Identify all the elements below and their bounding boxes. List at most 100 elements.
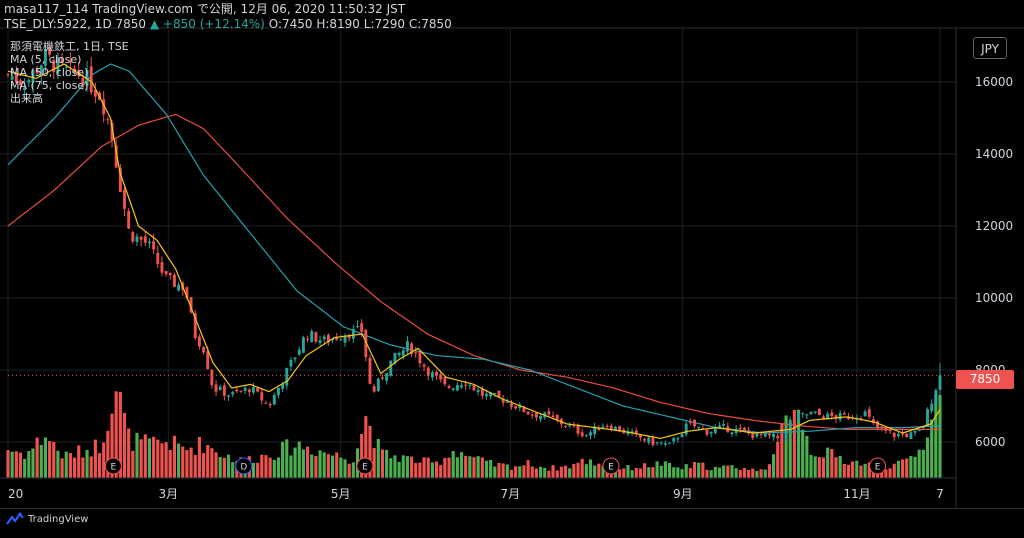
candle-body: [884, 426, 888, 431]
volume-bar: [747, 469, 751, 478]
candle-body: [435, 371, 439, 376]
volume-bar: [622, 468, 626, 478]
candle-body: [39, 65, 43, 76]
price-change: ▲ +850 (+12.14%): [149, 17, 265, 31]
candle-body: [464, 384, 468, 386]
volume-bar: [27, 450, 31, 478]
currency-button[interactable]: JPY: [973, 37, 1007, 59]
volume-bar: [934, 394, 938, 478]
candle-body: [401, 350, 405, 356]
candle-body: [301, 337, 305, 353]
candle-body: [780, 439, 784, 441]
candle-body: [905, 433, 909, 438]
candle-body: [668, 442, 672, 444]
tradingview-brand[interactable]: TradingView: [6, 512, 88, 526]
volume-bar: [938, 394, 942, 478]
candle-body: [763, 432, 767, 437]
volume-bar: [568, 468, 572, 478]
legend-ma75[interactable]: MA (75, close): [10, 79, 89, 92]
volume-bar: [597, 463, 601, 478]
volume-bar: [268, 457, 272, 478]
price-tick-label: 6000: [975, 435, 1006, 449]
volume-bar: [580, 458, 584, 478]
candle-body: [260, 392, 264, 401]
publish-info: masa117_114 TradingView.com で公開, 12月 06,…: [4, 2, 406, 16]
candle-body: [534, 412, 538, 418]
candle-body: [834, 415, 838, 419]
volume-bar: [18, 452, 23, 478]
volume-bar: [193, 454, 197, 478]
candle-body: [356, 325, 359, 327]
volume-bar: [201, 452, 206, 478]
volume-bar: [56, 450, 60, 478]
volume-bar: [563, 465, 568, 478]
candle-body: [31, 69, 35, 83]
volume-bar: [285, 439, 289, 478]
volume-bar: [343, 459, 347, 478]
candle-body: [351, 328, 355, 339]
candle-body: [697, 426, 701, 429]
candle-body: [876, 421, 880, 429]
volume-bar: [813, 456, 817, 478]
candle-body: [497, 390, 501, 397]
volume-bar: [160, 443, 164, 478]
candle-body: [252, 387, 255, 393]
legend-title[interactable]: 那須電機鉄工, 1日, TSE: [10, 40, 129, 53]
candle-body: [135, 236, 139, 242]
candle-body: [268, 404, 272, 406]
candle-body: [52, 60, 56, 72]
candle-body: [256, 387, 260, 392]
volume-bar: [364, 416, 368, 478]
price-axis[interactable]: 6000800010000120001400016000: [955, 28, 1013, 508]
volume-bar: [796, 409, 801, 478]
price-tick-label: 10000: [975, 291, 1013, 305]
candle-body: [826, 413, 830, 419]
candle-body: [372, 386, 376, 392]
time-axis[interactable]: 20 3月 5月 7月 9月 11月 7: [0, 477, 956, 501]
earnings-marker: [104, 457, 122, 475]
candle-body: [626, 431, 630, 435]
volume-bar: [588, 459, 593, 478]
candle-body: [152, 241, 156, 250]
ma50-polyline: [7, 63, 941, 434]
time-tick-label: 11月: [843, 487, 870, 501]
volume-bar: [851, 461, 855, 478]
candle-body: [792, 418, 796, 421]
volume-bar: [164, 442, 168, 478]
volume-bar: [896, 460, 900, 478]
volume-bar: [222, 457, 226, 478]
volume-bar: [638, 468, 643, 478]
candle-body: [35, 69, 39, 74]
candle-body: [659, 443, 663, 445]
price-tick-label: 12000: [975, 219, 1013, 233]
candle-body: [60, 57, 64, 63]
candle-body: [114, 145, 118, 168]
volume-bar: [692, 461, 697, 478]
volume-bar: [888, 468, 892, 478]
candle-body: [751, 433, 755, 438]
candle-body: [247, 389, 251, 393]
candle-body: [643, 439, 647, 441]
volume-bar: [514, 466, 518, 478]
candle-body: [539, 415, 543, 420]
volume-bar: [118, 391, 122, 478]
volume-bar: [81, 457, 85, 478]
volume-bar: [339, 457, 343, 478]
candle-body: [43, 48, 47, 66]
volume-bar: [185, 450, 189, 478]
volume-bar: [676, 467, 680, 478]
candle-body: [934, 390, 938, 405]
candle-body: [805, 414, 809, 416]
volume-bar: [759, 469, 763, 478]
volume-bar: [634, 468, 638, 478]
volume-bar: [468, 456, 472, 478]
candle-body: [917, 429, 921, 431]
legend-ma50[interactable]: MA (50, close): [10, 66, 89, 79]
legend-volume[interactable]: 出来高: [10, 92, 43, 105]
volume-bar: [834, 457, 838, 478]
candle-body: [572, 425, 576, 427]
candle-body: [888, 429, 892, 432]
candle-body: [106, 119, 110, 121]
legend-ma5[interactable]: MA (5, close): [10, 53, 82, 66]
